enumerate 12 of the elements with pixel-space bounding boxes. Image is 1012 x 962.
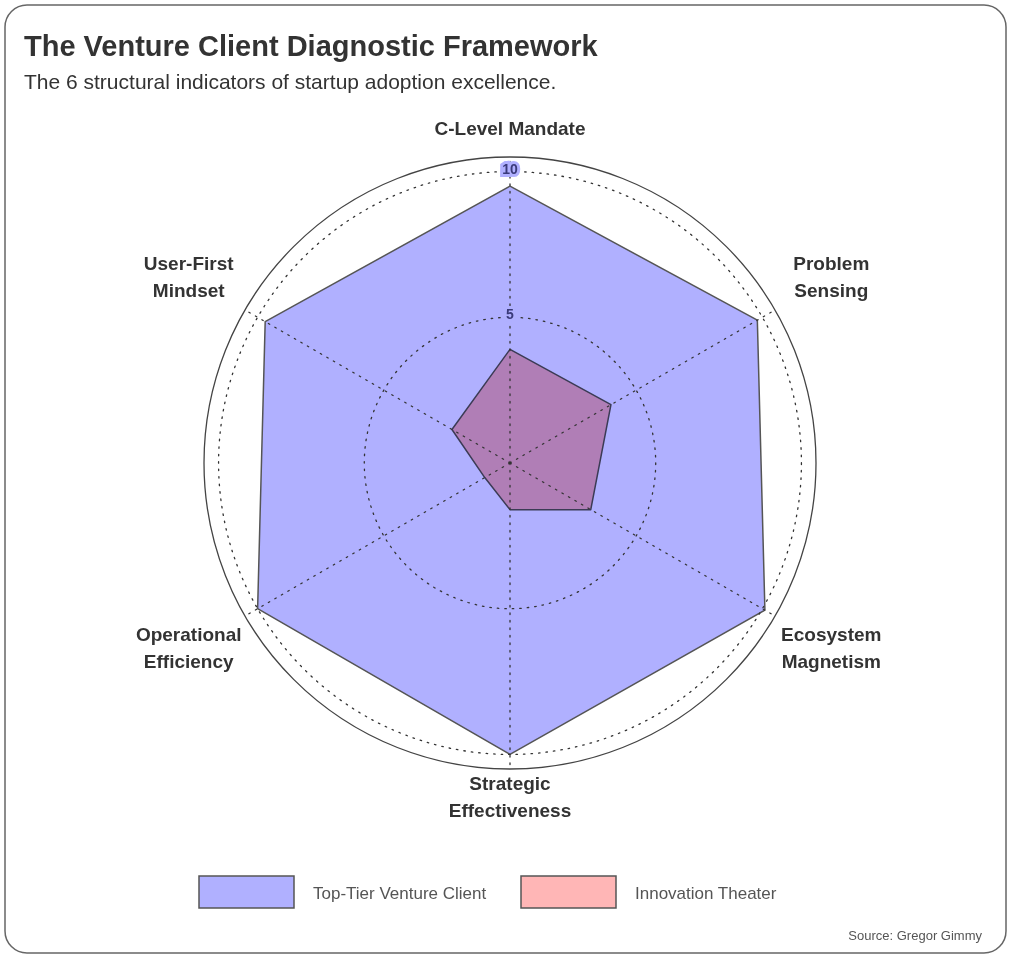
chart-title: The Venture Client Diagnostic Framework [24, 30, 599, 62]
text: Innovation Theater [635, 884, 777, 903]
spoke-label: User-First Mindset [143, 253, 235, 301]
spoke-label: C-Level Mandate [434, 118, 586, 139]
y-tick-label: 10 [502, 160, 518, 177]
spoke-label: Problem Sensing [793, 253, 870, 301]
spoke-label: Operational Efficiency [135, 624, 242, 672]
spoke-label: Ecosystem Magnetism [781, 624, 882, 672]
chart-subtitle: The 6 structural indicators of startup adoption excellence. [24, 70, 557, 93]
source-note: Source: Gregor Gimmy [848, 928, 983, 943]
text: Top-Tier Venture Client [313, 884, 487, 903]
spoke-label: Strategic Effectiveness [448, 772, 572, 821]
